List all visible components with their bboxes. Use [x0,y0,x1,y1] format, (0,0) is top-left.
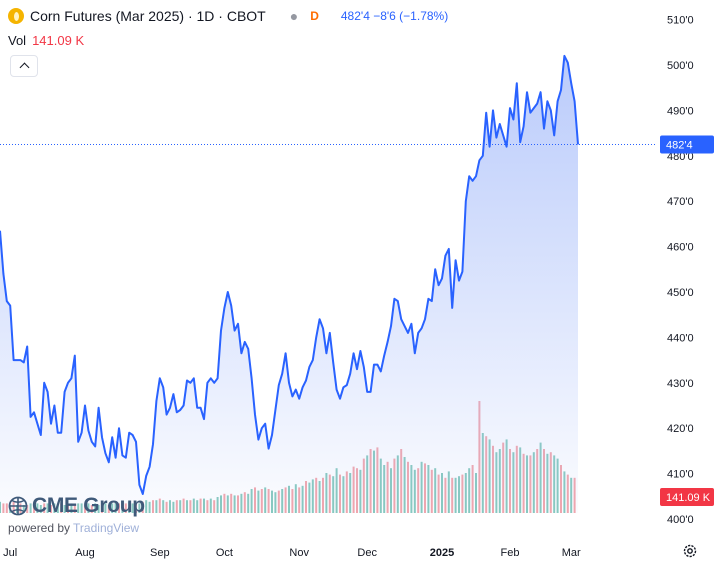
time-tick-label: Oct [216,547,233,559]
volume-legend: Vol 141.09 K [8,33,84,48]
last-price-badge-label: 482'4 [666,139,693,151]
tradingview-label[interactable]: TradingView [73,521,140,535]
last-price-badge [660,135,714,154]
time-tick-label: Dec [357,547,377,559]
time-axis[interactable]: Jul Aug Sep Oct Nov Dec 2025 Feb Mar [3,547,581,559]
price-tick-label: 430'0 [667,378,694,390]
volume-label: Vol [8,33,27,48]
collapse-legend-button[interactable] [10,55,38,77]
price-area [0,55,578,514]
corn-coin-icon[interactable] [8,8,24,24]
price-tick-label: 440'0 [667,332,694,344]
price-line[interactable] [0,54,579,495]
price-tick-label: 450'0 [667,287,694,299]
chart-title[interactable]: Corn Futures (Mar 2025) · 1D · CBOT [30,8,266,24]
last-volume-badge-label: 141.09 K [666,492,711,504]
time-tick-label: Feb [501,547,520,559]
market-status-dot: ● [289,8,299,24]
chart-legend: Corn Futures (Mar 2025) · 1D · CBOT ● D … [8,8,448,24]
time-tick-label: Mar [562,547,581,559]
price-tick-label: 500'0 [667,60,694,72]
volume-value: 141.09 K [32,33,85,48]
price-tick-label: 490'0 [667,105,694,117]
time-tick-label: Jul [3,547,17,559]
price-tick-label: 480'0 [667,151,694,163]
cme-brand: CME Group [32,494,145,517]
time-tick-label: Sep [150,547,170,559]
price-tick-label: 470'0 [667,196,694,208]
price-tick-label: 400'0 [667,514,694,526]
delayed-data-badge[interactable]: D [310,9,319,23]
price-tick-label: 410'0 [667,469,694,481]
price-axis[interactable]: 400'0 410'0 420'0 430'0 440'0 450'0 460'0 470'0… [667,15,694,526]
cme-globe-icon [8,496,28,516]
chevron-up-icon [19,62,29,73]
cme-watermark: CME Group powered by TradingView [8,494,145,535]
price-tick-label: 420'0 [667,423,694,435]
last-volume-badge [660,488,714,506]
time-tick-label: 2025 [430,547,454,559]
powered-by-label: powered by [8,521,71,535]
price-tick-label: 460'0 [667,242,694,254]
time-tick-label: Nov [289,547,309,559]
price-tick-label: 510'0 [667,15,694,27]
gear-icon[interactable] [682,543,698,559]
time-tick-label: Aug [75,547,95,559]
last-quote: 482'4 −8'6 (−1.78%) [340,9,449,23]
